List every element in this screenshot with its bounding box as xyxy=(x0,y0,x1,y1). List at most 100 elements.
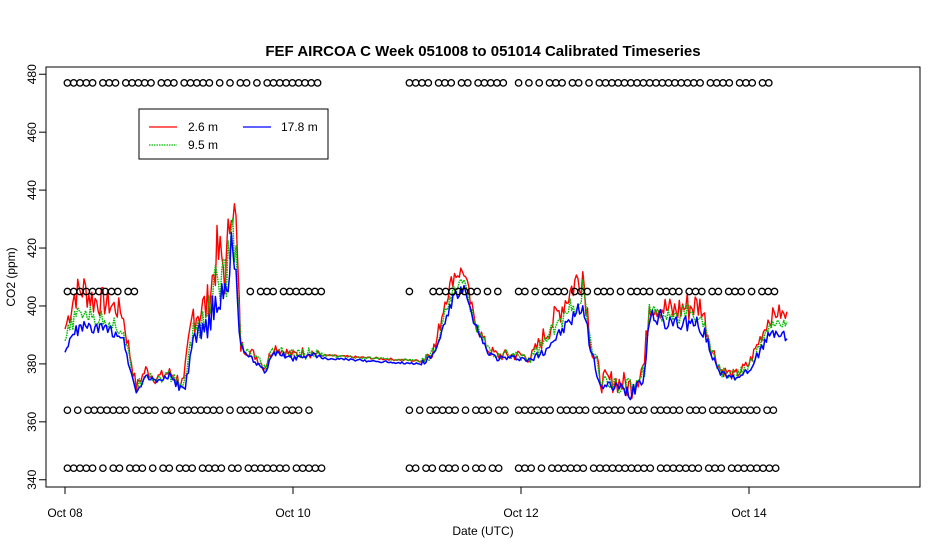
chart-title: FEF AIRCOA C Week 051008 to 051014 Calib… xyxy=(265,43,700,60)
flag-marker xyxy=(770,287,779,296)
flag-marker xyxy=(167,406,176,415)
flag-marker xyxy=(88,79,97,87)
y-tick-label-360: 360 xyxy=(25,411,39,431)
flag-marker xyxy=(217,464,226,473)
flag-marker xyxy=(215,406,224,415)
flag-marker xyxy=(63,406,72,415)
flag-marker xyxy=(525,79,533,87)
flag-markers xyxy=(63,79,780,473)
flag-marker xyxy=(282,464,290,473)
flag-marker xyxy=(747,287,756,296)
flag-marker xyxy=(484,406,493,415)
flag-marker xyxy=(640,406,648,415)
flag-marker xyxy=(130,287,139,296)
flag-marker xyxy=(451,464,460,473)
flag-marker xyxy=(317,287,326,296)
flag-marker xyxy=(451,406,460,415)
flag-marker xyxy=(428,464,437,473)
flag-marker xyxy=(698,406,707,415)
y-tick-label-440: 440 xyxy=(25,180,39,200)
series-line-0 xyxy=(64,203,788,400)
flag-marker xyxy=(170,79,178,87)
x-tick-label-2: Oct 12 xyxy=(503,506,539,520)
flag-marker xyxy=(411,464,420,473)
flag-marker xyxy=(88,464,97,473)
flag-marker xyxy=(574,79,583,87)
flag-marker xyxy=(99,464,107,473)
flag-marker xyxy=(461,464,470,473)
flag-marker xyxy=(294,406,303,415)
flag-marker xyxy=(242,79,251,87)
flag-marker xyxy=(305,406,313,415)
flag-marker xyxy=(585,79,593,87)
flag-marker xyxy=(226,406,234,415)
flag-marker xyxy=(415,406,424,415)
flag-marker xyxy=(405,287,414,296)
flag-marker xyxy=(535,79,544,87)
flag-marker xyxy=(73,406,82,415)
y-tick-label-380: 380 xyxy=(25,354,39,374)
flag-marker xyxy=(764,79,773,87)
x-tick-label-1: Oct 10 xyxy=(275,506,311,520)
y-tick-label-480: 480 xyxy=(25,64,39,84)
legend: 2.6 m 9.5 m 17.8 m xyxy=(138,108,329,160)
flag-marker xyxy=(617,406,625,415)
flag-marker xyxy=(121,406,130,415)
flag-marker xyxy=(501,406,509,415)
flag-marker xyxy=(111,79,120,87)
flag-marker xyxy=(694,464,703,473)
x-axis: Oct 08 Oct 10 Oct 12 Oct 14 xyxy=(47,486,767,520)
y-tick-label-420: 420 xyxy=(25,238,39,258)
flag-marker xyxy=(271,406,280,415)
flag-marker xyxy=(165,464,174,473)
flag-marker xyxy=(675,287,683,296)
flag-marker xyxy=(478,464,486,473)
x-tick-label-0: Oct 08 xyxy=(47,506,83,520)
flag-marker xyxy=(461,406,470,415)
flag-marker xyxy=(313,79,322,87)
flag-marker xyxy=(581,406,590,415)
flag-marker xyxy=(696,79,704,87)
flag-marker xyxy=(148,464,157,473)
flag-marker xyxy=(405,406,414,415)
flag-marker xyxy=(473,287,482,296)
legend-label-9-5m: 9.5 m xyxy=(188,138,218,152)
flag-marker xyxy=(737,287,746,296)
legend-label-2-6m: 2.6 m xyxy=(188,120,218,134)
flag-marker xyxy=(725,79,734,87)
flag-marker xyxy=(113,287,122,296)
flag-marker xyxy=(606,287,615,296)
flag-marker xyxy=(447,79,456,87)
x-tick-label-3: Oct 14 xyxy=(731,506,767,520)
flag-marker xyxy=(537,464,546,473)
y-tick-label-340: 340 xyxy=(25,469,39,489)
series-line-2 xyxy=(64,231,788,401)
flag-marker xyxy=(234,464,242,473)
flag-marker xyxy=(205,79,214,87)
y-axis: 340 360 380 400 420 440 460 480 xyxy=(25,64,47,490)
flag-marker xyxy=(645,287,654,296)
y-tick-label-400: 400 xyxy=(25,296,39,316)
flag-marker xyxy=(493,287,502,296)
flag-marker xyxy=(717,464,726,473)
flag-marker xyxy=(246,287,255,296)
y-axis-label: CO2 (ppm) xyxy=(4,247,18,306)
flag-marker xyxy=(494,464,503,473)
flag-marker xyxy=(752,406,761,415)
flag-marker xyxy=(147,79,155,87)
flag-marker xyxy=(215,79,224,87)
flag-marker xyxy=(546,406,554,415)
flag-marker xyxy=(616,287,625,296)
flag-marker xyxy=(483,287,492,296)
flag-marker xyxy=(514,79,523,87)
flag-marker xyxy=(115,464,124,473)
flag-marker xyxy=(527,464,536,473)
flag-marker xyxy=(769,406,778,415)
flag-marker xyxy=(151,406,159,415)
legend-label-17-8m: 17.8 m xyxy=(281,120,318,134)
flag-marker xyxy=(697,287,706,296)
flag-marker xyxy=(138,464,147,473)
flag-marker xyxy=(675,406,684,415)
flag-marker xyxy=(188,464,197,473)
